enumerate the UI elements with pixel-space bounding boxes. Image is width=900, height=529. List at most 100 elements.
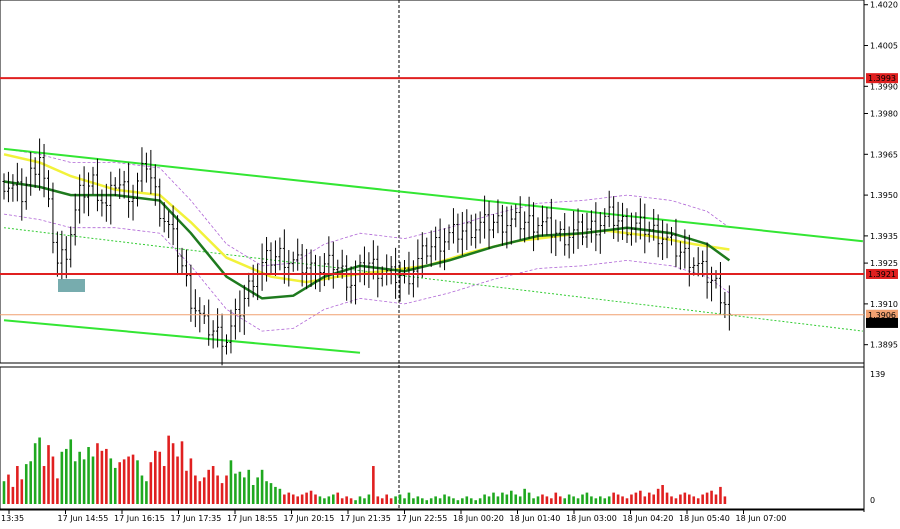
candle [612,196,616,240]
candle [621,202,625,240]
candle [242,284,246,335]
candle [589,210,593,243]
candle [514,204,518,228]
candle [420,232,424,278]
candle [282,229,286,284]
candle [345,255,349,301]
candle [260,243,264,291]
candle [233,298,237,340]
candle [15,162,19,202]
candle [487,201,491,249]
candle [273,240,277,276]
time-tick-label: 17 Jun 21:35 [340,514,391,523]
candle [540,205,544,237]
candle [714,270,718,289]
time-tick-label: 17 Jun 18:55 [227,514,278,523]
candle [104,183,108,222]
candle [305,248,309,290]
candle [403,259,406,284]
candle [247,272,251,307]
candle [24,176,28,210]
envelope-upper [3,148,730,267]
candle [322,253,326,287]
candle [153,164,157,206]
candle [727,285,731,331]
candle [33,157,37,188]
candle [69,226,73,268]
time-tick-label: 17 Jun 17:35 [171,514,222,523]
candle [118,168,122,199]
volume-max-label: 139 [870,370,885,379]
support-level-label-bg [866,268,898,279]
envelope-lower [3,213,730,332]
price-tick-label: 1.3910 [870,300,898,309]
candle [674,218,678,267]
candle [661,220,665,260]
time-axis: 13:35 17 Jun 14:55 17 Jun 16:15 17 Jun 17:3… [1,510,786,523]
candle [11,174,15,202]
open-price-level-label-bg [866,309,898,320]
candle [269,242,273,274]
candle [38,138,42,191]
candle [683,229,687,269]
candle [638,198,642,240]
channel-upper-line [3,147,864,243]
candle [287,250,291,287]
resistance-level-label: 1.3993 [868,74,896,83]
candle [136,172,139,207]
candle [73,193,77,246]
candle [60,230,64,280]
candle [483,195,487,239]
candle [6,171,10,203]
main-pane-frame [0,0,865,364]
candle [367,252,371,288]
price-tick-label: 1.3990 [870,82,898,91]
candle [678,241,682,270]
candle [87,172,91,217]
candle [144,152,148,183]
candle [167,210,171,239]
candle [51,182,55,254]
candle [2,173,6,200]
candle [300,244,304,287]
volume-axis: 139 0 [870,370,885,505]
time-tick-label: 18 Jun 04:20 [623,514,674,523]
candle [314,254,317,290]
candle [696,247,700,277]
candle [505,206,509,249]
candle [616,201,620,242]
candle [82,166,86,214]
candle [718,262,722,314]
time-tick-label: 13:35 [1,514,24,523]
candle [42,143,46,198]
candle [309,249,313,288]
indicator-lines [3,147,864,354]
candle [625,208,629,243]
candle [509,205,513,245]
candle [389,256,393,285]
candle [127,162,131,218]
candle [518,196,522,240]
candle [180,247,184,274]
moving-average-yellow [3,153,730,284]
candle [643,203,647,254]
candle [629,212,633,246]
candle [131,184,135,221]
price-tick-label: 1.4020 [870,1,898,10]
candle [416,239,420,288]
candle [55,231,59,277]
price-axis: 1.4020 1.4005 1.3990 1.3980 1.3965 1.3950 1.39… [864,1,898,350]
candle [710,266,714,302]
candle [692,257,696,276]
candle [460,211,464,256]
candle [149,149,153,195]
candle [438,218,442,268]
open-price-level-label: 1.3906 [868,311,896,320]
candle [398,261,402,302]
candle [171,205,175,246]
dotted-trend-line [3,227,863,332]
time-tick-label: 17 Jun 22:55 [397,514,448,523]
candle [687,234,691,287]
candle [527,196,531,239]
candle [563,213,567,256]
